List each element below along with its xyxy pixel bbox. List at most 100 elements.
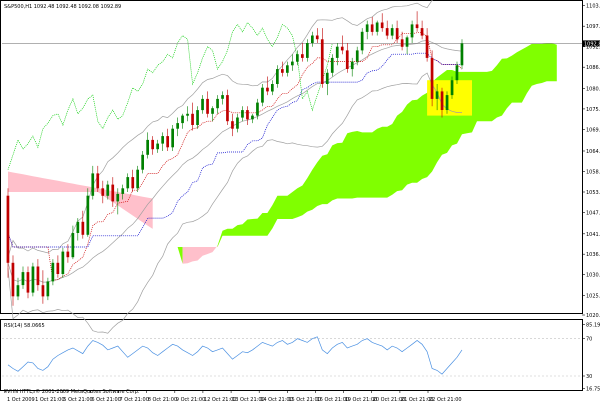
cloud-early-bearish: [8, 171, 153, 229]
kijun-line: [7, 52, 462, 248]
candle-bullish: [286, 65, 289, 73]
candle-bearish: [380, 22, 384, 29]
candle-bullish: [121, 188, 125, 194]
chikou-line: [7, 21, 333, 170]
candle-bullish: [126, 177, 130, 189]
price-tick-label: 1020.00: [586, 313, 600, 319]
copyright-text: PVHN HTTL, © 2001-2009 MetaQuotes Softwa…: [4, 388, 140, 395]
time-tick-label: 15 Oct 21:00: [288, 397, 321, 403]
price-tick-label: 1075.30: [586, 107, 600, 113]
time-tick-label: 12 Oct 21:00: [204, 397, 237, 403]
candle-bearish: [81, 221, 85, 235]
candle-bearish: [420, 28, 424, 36]
price-tick-label: 1097.50: [586, 24, 600, 30]
candle-bearish: [6, 195, 10, 263]
candle-bearish: [340, 46, 344, 51]
candle-bearish: [26, 272, 30, 293]
candle-bearish: [101, 188, 105, 196]
candle-bullish: [86, 195, 90, 235]
price-tick-label: 1025.20: [586, 294, 600, 300]
price-tick-label: 1086.50: [586, 65, 600, 71]
rsi-title: RSI(14) 58.0665: [4, 323, 45, 329]
time-tick-label: 6 Oct 21:00: [91, 397, 120, 403]
candle-bullish: [21, 272, 25, 286]
price-tick-label: 1047.50: [586, 211, 600, 217]
candle-bearish: [41, 285, 45, 297]
candle-bullish: [31, 266, 35, 293]
candle-bullish: [146, 139, 149, 155]
candle-bearish: [206, 98, 209, 114]
candle-bullish: [306, 43, 309, 58]
rsi-line: [7, 336, 463, 375]
candle-bullish: [196, 110, 199, 125]
price-tick-label: 1069.80: [586, 127, 600, 133]
bollinger-middle-line: [7, 40, 463, 283]
candle-bullish: [181, 115, 184, 124]
time-tick-label: 9 Oct 21:00: [176, 397, 205, 403]
candle-bullish: [360, 31, 364, 51]
candle-bullish: [450, 80, 454, 96]
candle-bearish: [345, 50, 349, 69]
candle-bearish: [56, 262, 60, 274]
candle-bullish: [296, 54, 299, 62]
candle-bullish: [410, 24, 414, 38]
rsi-panel: [0, 319, 583, 391]
time-tick-label: 20 Oct 21:00: [373, 397, 406, 403]
price-tick-label: 1041.80: [586, 232, 600, 238]
candle-bullish: [211, 108, 214, 114]
candle-bearish: [66, 251, 70, 258]
candle-bearish: [266, 87, 269, 92]
time-tick-label: 22 Oct 21:00: [429, 397, 462, 403]
candle-bullish: [271, 84, 274, 92]
bollinger-lower-line: [7, 72, 462, 334]
candle-bearish: [400, 39, 404, 47]
time-tick-label: 1 Oct 2009: [7, 397, 35, 403]
candle-bullish: [261, 87, 264, 103]
candle-bearish: [151, 139, 154, 150]
candle-bullish: [335, 46, 339, 58]
price-tick-label: 1053.00: [586, 190, 600, 196]
candle-bullish: [171, 128, 174, 148]
candle-bearish: [191, 113, 194, 125]
candle-bullish: [311, 35, 314, 43]
price-tick-label: 1036.30: [586, 252, 600, 258]
price-tick-label: 1064.00: [586, 149, 600, 155]
candle-bearish: [36, 266, 40, 286]
candle-bullish: [71, 233, 75, 258]
candle-bullish: [375, 22, 379, 32]
candle-bullish: [91, 173, 95, 196]
rsi-tick-label: 85.1900: [586, 323, 600, 329]
time-tick-label: 7 Oct 21:00: [120, 397, 149, 403]
candle-bullish: [201, 98, 204, 111]
time-tick-label: 13 Oct 21:00: [232, 397, 265, 403]
price-tick-label: 1058.50: [586, 170, 600, 176]
candle-bearish: [246, 110, 249, 120]
candle-bearish: [11, 262, 15, 297]
current-price-label: 1092.89: [584, 41, 600, 47]
candle-bullish: [106, 184, 110, 196]
time-axis: 1 Oct 2009 1 Oct 21:005 Oct 21:006 Oct 21…: [5, 390, 462, 403]
candle-bullish: [330, 57, 334, 73]
candle-bearish: [226, 95, 229, 122]
candle-bullish: [61, 251, 65, 274]
candle-bullish: [141, 154, 144, 170]
price-axis: 1103.10 1097.50 1092.00 1086.50 1080.80 1075.…: [582, 3, 600, 319]
candle-bearish: [425, 35, 429, 58]
candle-bullish: [355, 50, 359, 62]
candle-bullish: [16, 285, 20, 297]
time-tick-label: 8 Oct 21:00: [148, 397, 177, 403]
price-tick-label: 1103.10: [586, 3, 600, 9]
time-tick-label: 21 Oct 21:00: [401, 397, 434, 403]
tenkan-line: [7, 32, 463, 281]
candle-bullish: [221, 95, 224, 99]
candle-bearish: [385, 28, 389, 36]
candle-bullish: [186, 113, 189, 116]
candle-bearish: [315, 35, 319, 40]
candle-bearish: [111, 184, 115, 202]
ichimoku-cloud-layer: [8, 43, 557, 264]
candle-bullish: [116, 193, 120, 202]
candle-bearish: [301, 54, 304, 58]
rsi-layer: 85.1900 70 30 16.7598: [2, 323, 600, 392]
highlight-box: [427, 80, 472, 116]
